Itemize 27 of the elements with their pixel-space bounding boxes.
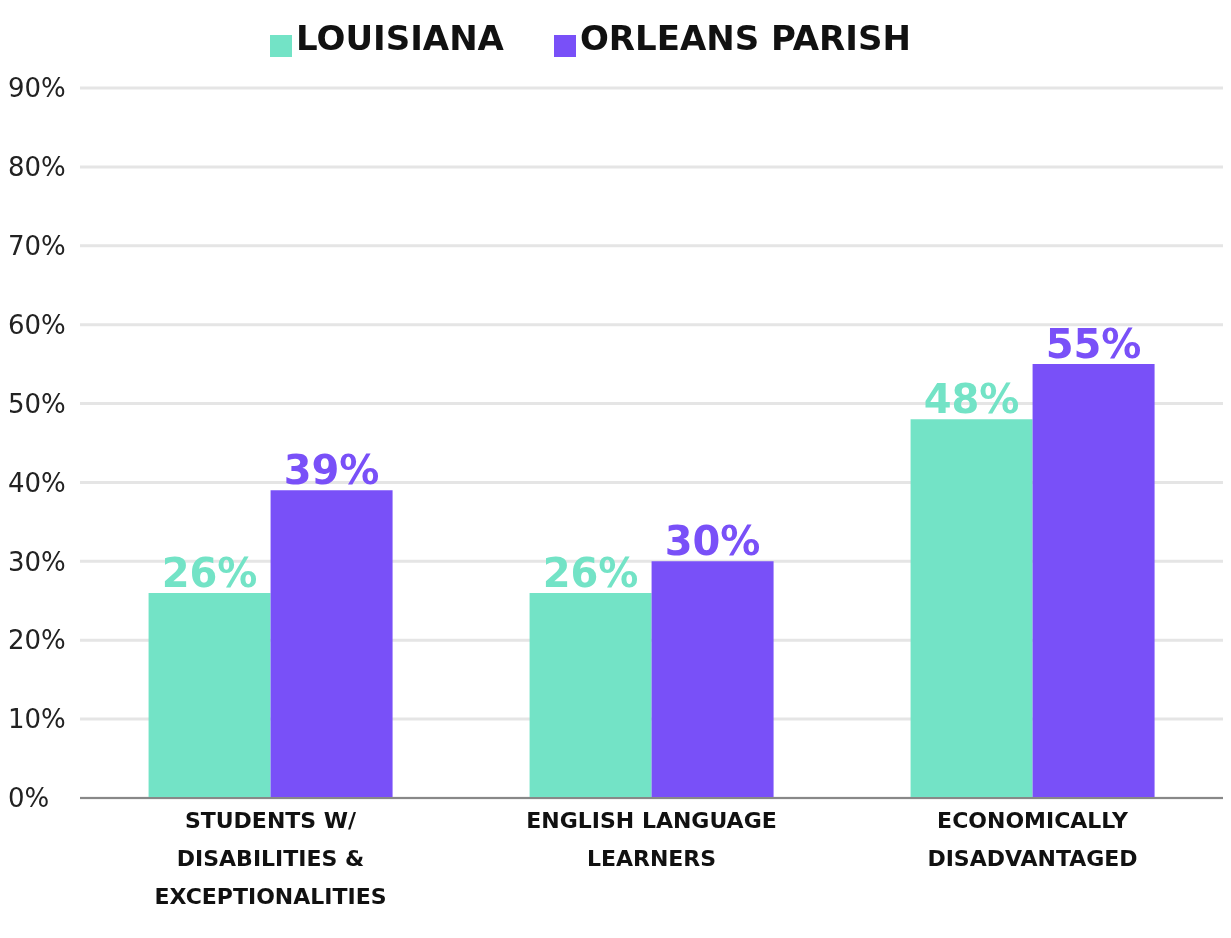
data-label: 26% (161, 549, 258, 596)
bar (529, 592, 652, 798)
y-tick-label: 30% (8, 546, 66, 577)
y-tick-label: 10% (8, 704, 66, 735)
x-tick-label: ENGLISH LANGUAGE LEARNERS (526, 808, 777, 871)
y-tick-label: 70% (8, 231, 66, 262)
bar (1032, 364, 1155, 798)
legend-label: LOUISIANA (296, 18, 504, 58)
x-tick-label: ECONOMICALLY DISADVANTAGED (927, 808, 1138, 871)
data-label: 26% (542, 549, 639, 596)
y-tick-label: 60% (8, 309, 66, 340)
y-tick-label: 50% (8, 388, 66, 419)
x-tick-label: STUDENTS W/ DISABILITIES & EXCEPTIONALITIES (154, 808, 387, 909)
y-tick-label: 80% (8, 152, 66, 183)
y-tick-label: 40% (8, 467, 66, 498)
data-label: 30% (664, 518, 761, 565)
data-label: 39% (283, 447, 380, 494)
data-label: 55% (1045, 321, 1142, 368)
y-tick-label: 20% (8, 625, 66, 656)
bar (910, 419, 1033, 798)
y-tick-label: 90% (8, 73, 66, 104)
bar (270, 490, 393, 798)
legend-label: ORLEANS PARISH (579, 18, 911, 58)
bar (148, 592, 271, 798)
bar (651, 561, 774, 798)
data-label: 48% (923, 376, 1020, 423)
y-tick-label: 0% (8, 783, 50, 814)
